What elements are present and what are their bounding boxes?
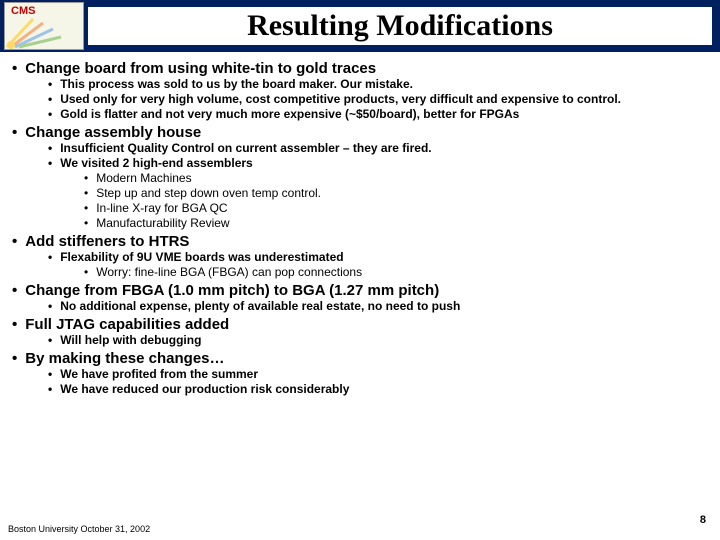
bullet-item: Used only for very high volume, cost com…: [48, 92, 708, 107]
page-number: 8: [700, 514, 706, 526]
section-heading: Full JTAG capabilities added: [12, 316, 708, 333]
title-bar: CMS Resulting Modifications: [0, 0, 720, 52]
slide-title: Resulting Modifications: [88, 7, 712, 45]
bullet-item: Will help with debugging: [48, 333, 708, 348]
sub-bullet-item: Worry: fine-line BGA (FBGA) can pop conn…: [84, 265, 708, 280]
bullet-item: We have reduced our production risk cons…: [48, 382, 708, 397]
bullet-item: Insufficient Quality Control on current …: [48, 141, 708, 156]
bullet-item: We visited 2 high-end assemblers: [48, 156, 708, 171]
section-heading: Change assembly house: [12, 124, 708, 141]
cms-logo: CMS: [4, 2, 84, 50]
sub-bullet-item: Step up and step down oven temp control.: [84, 186, 708, 201]
slide-content: Change board from using white-tin to gol…: [0, 52, 720, 397]
bullet-item: Gold is flatter and not very much more e…: [48, 107, 708, 122]
bullet-item: This process was sold to us by the board…: [48, 77, 708, 92]
sub-bullet-item: Manufacturability Review: [84, 216, 708, 231]
footer-text: Boston University October 31, 2002: [8, 524, 150, 534]
section-heading: Change from FBGA (1.0 mm pitch) to BGA (…: [12, 282, 708, 299]
bullet-item: Flexability of 9U VME boards was underes…: [48, 250, 708, 265]
bullet-item: No additional expense, plenty of availab…: [48, 299, 708, 314]
section-heading: Add stiffeners to HTRS: [12, 233, 708, 250]
section-heading: Change board from using white-tin to gol…: [12, 60, 708, 77]
bullet-item: We have profited from the summer: [48, 367, 708, 382]
sub-bullet-item: Modern Machines: [84, 171, 708, 186]
logo-rays-icon: [5, 9, 83, 49]
section-heading: By making these changes…: [12, 350, 708, 367]
sub-bullet-item: In-line X-ray for BGA QC: [84, 201, 708, 216]
